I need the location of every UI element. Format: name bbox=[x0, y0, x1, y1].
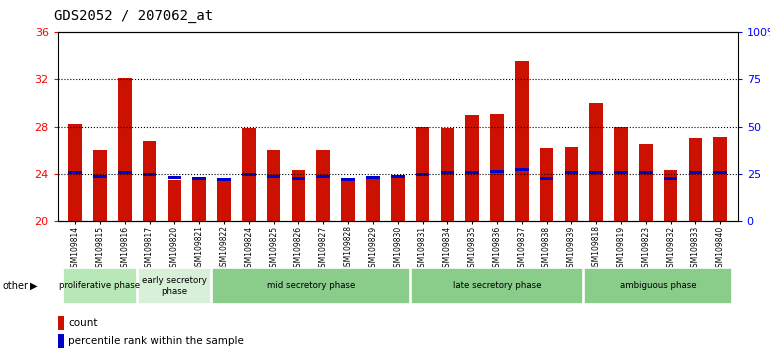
Bar bbox=[391, 175, 404, 221]
Bar bbox=[614, 171, 628, 175]
Bar bbox=[564, 147, 578, 221]
Bar bbox=[688, 138, 702, 221]
Bar bbox=[118, 171, 132, 175]
Bar bbox=[614, 127, 628, 221]
Bar bbox=[217, 178, 231, 181]
Bar bbox=[714, 137, 727, 221]
Bar bbox=[440, 171, 454, 175]
Text: mid secretory phase: mid secretory phase bbox=[266, 281, 355, 290]
Bar bbox=[416, 173, 430, 176]
FancyBboxPatch shape bbox=[63, 268, 136, 304]
Text: ambiguous phase: ambiguous phase bbox=[620, 281, 697, 290]
Bar bbox=[540, 177, 554, 180]
Bar bbox=[142, 141, 156, 221]
FancyBboxPatch shape bbox=[410, 268, 584, 304]
Bar bbox=[515, 168, 528, 171]
Bar bbox=[242, 173, 256, 176]
FancyBboxPatch shape bbox=[138, 268, 211, 304]
Bar bbox=[93, 150, 107, 221]
Bar bbox=[168, 176, 181, 179]
Bar bbox=[316, 150, 330, 221]
Bar bbox=[589, 171, 603, 175]
Bar bbox=[366, 177, 380, 221]
Bar bbox=[142, 173, 156, 176]
Text: ▶: ▶ bbox=[30, 281, 38, 291]
Bar bbox=[267, 150, 280, 221]
Bar bbox=[564, 171, 578, 175]
Bar bbox=[714, 171, 727, 175]
Bar bbox=[664, 177, 678, 180]
FancyBboxPatch shape bbox=[212, 268, 410, 304]
Bar bbox=[639, 171, 653, 175]
Text: count: count bbox=[68, 318, 98, 328]
Bar bbox=[192, 177, 206, 180]
Bar bbox=[267, 175, 280, 177]
Bar bbox=[366, 176, 380, 179]
Text: early secretory
phase: early secretory phase bbox=[142, 276, 207, 296]
Bar bbox=[192, 180, 206, 221]
Bar bbox=[69, 124, 82, 221]
Bar bbox=[58, 316, 64, 330]
Bar bbox=[490, 114, 504, 221]
Bar bbox=[440, 128, 454, 221]
Bar bbox=[292, 177, 305, 180]
Text: late secretory phase: late secretory phase bbox=[453, 281, 541, 290]
Bar bbox=[69, 171, 82, 174]
Bar bbox=[292, 170, 305, 221]
Bar bbox=[540, 148, 554, 221]
FancyBboxPatch shape bbox=[584, 268, 732, 304]
Bar bbox=[341, 178, 355, 181]
Bar bbox=[93, 175, 107, 177]
Bar bbox=[118, 78, 132, 221]
Bar bbox=[217, 179, 231, 221]
Bar bbox=[589, 103, 603, 221]
Bar bbox=[58, 334, 64, 348]
Text: other: other bbox=[2, 281, 28, 291]
Bar bbox=[688, 171, 702, 175]
Bar bbox=[242, 128, 256, 221]
Bar bbox=[316, 175, 330, 177]
Bar bbox=[391, 175, 404, 177]
Bar bbox=[416, 127, 430, 221]
Text: GDS2052 / 207062_at: GDS2052 / 207062_at bbox=[54, 9, 213, 23]
Bar bbox=[639, 144, 653, 221]
Bar bbox=[515, 62, 528, 221]
Bar bbox=[341, 181, 355, 221]
Text: proliferative phase: proliferative phase bbox=[59, 281, 140, 290]
Bar bbox=[465, 171, 479, 175]
Text: percentile rank within the sample: percentile rank within the sample bbox=[68, 336, 244, 346]
Bar bbox=[168, 180, 181, 221]
Bar bbox=[490, 170, 504, 173]
Bar bbox=[664, 170, 678, 221]
Bar bbox=[465, 115, 479, 221]
